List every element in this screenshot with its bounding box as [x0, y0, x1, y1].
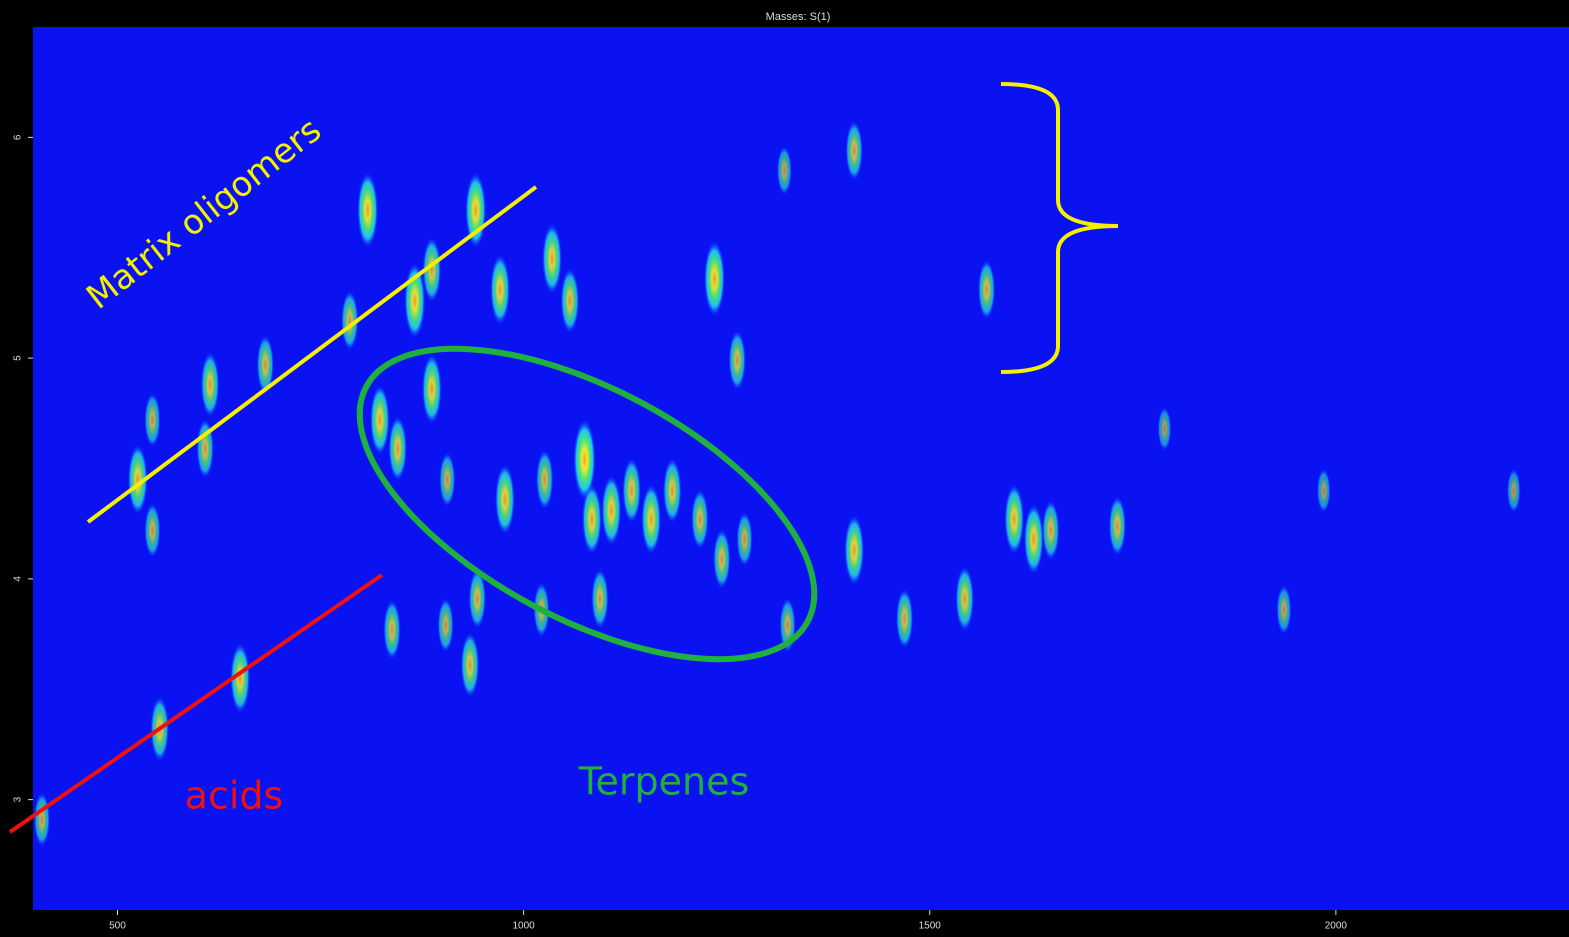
peak: [144, 503, 160, 557]
peak: [1276, 585, 1291, 634]
peak: [622, 458, 640, 522]
annotation: acids: [185, 774, 284, 818]
peak: [641, 484, 661, 554]
x-tick-label: 500: [109, 921, 126, 932]
peak: [582, 484, 602, 554]
peak: [1317, 469, 1331, 513]
peak: [34, 792, 50, 846]
peak: [777, 146, 792, 195]
annotation: Terpenes: [578, 760, 750, 804]
peak: [978, 260, 995, 319]
peak: [461, 633, 479, 697]
peak: [1004, 484, 1024, 554]
peak: [955, 567, 973, 631]
peak: [1158, 407, 1172, 451]
x-tick-label: 1000: [512, 921, 535, 932]
y-tick-label: 3: [13, 796, 24, 802]
peak: [439, 453, 455, 507]
x-tick-label: 2000: [1325, 921, 1348, 932]
peak: [438, 598, 454, 652]
peak: [201, 352, 219, 416]
peak: [490, 255, 510, 325]
peak: [370, 385, 390, 455]
peak: [663, 458, 681, 522]
peak: [591, 569, 608, 628]
peak: [357, 173, 378, 248]
peak: [144, 393, 160, 447]
peak: [846, 121, 863, 180]
peak: [389, 416, 407, 480]
peak: [422, 354, 442, 424]
peak: [896, 589, 913, 648]
peak: [383, 600, 400, 659]
peak: [602, 476, 622, 546]
chart-title: Masses: S(1): [766, 11, 831, 23]
y-tick-label: 4: [13, 576, 24, 582]
y-tick-label: 6: [13, 134, 24, 140]
y-tick-label: 5: [13, 355, 24, 361]
peak: [542, 224, 562, 294]
peak: [1109, 496, 1126, 555]
peak: [536, 450, 553, 509]
peak: [1024, 504, 1044, 574]
x-tick-label: 1500: [919, 921, 942, 932]
peak: [495, 465, 515, 535]
peak: [844, 515, 864, 585]
peak: [729, 331, 746, 390]
page: {"chart_data": {"type": "contour", "titl…: [0, 0, 1569, 932]
peak: [737, 512, 753, 566]
peak: [1507, 469, 1521, 513]
peak: [704, 241, 725, 316]
peak: [1042, 501, 1059, 560]
peak: [691, 490, 708, 549]
peak: [561, 269, 579, 333]
chart: 5001000150020003456 Masses: S(1) Matrix …: [0, 0, 1569, 932]
peak: [713, 529, 730, 588]
